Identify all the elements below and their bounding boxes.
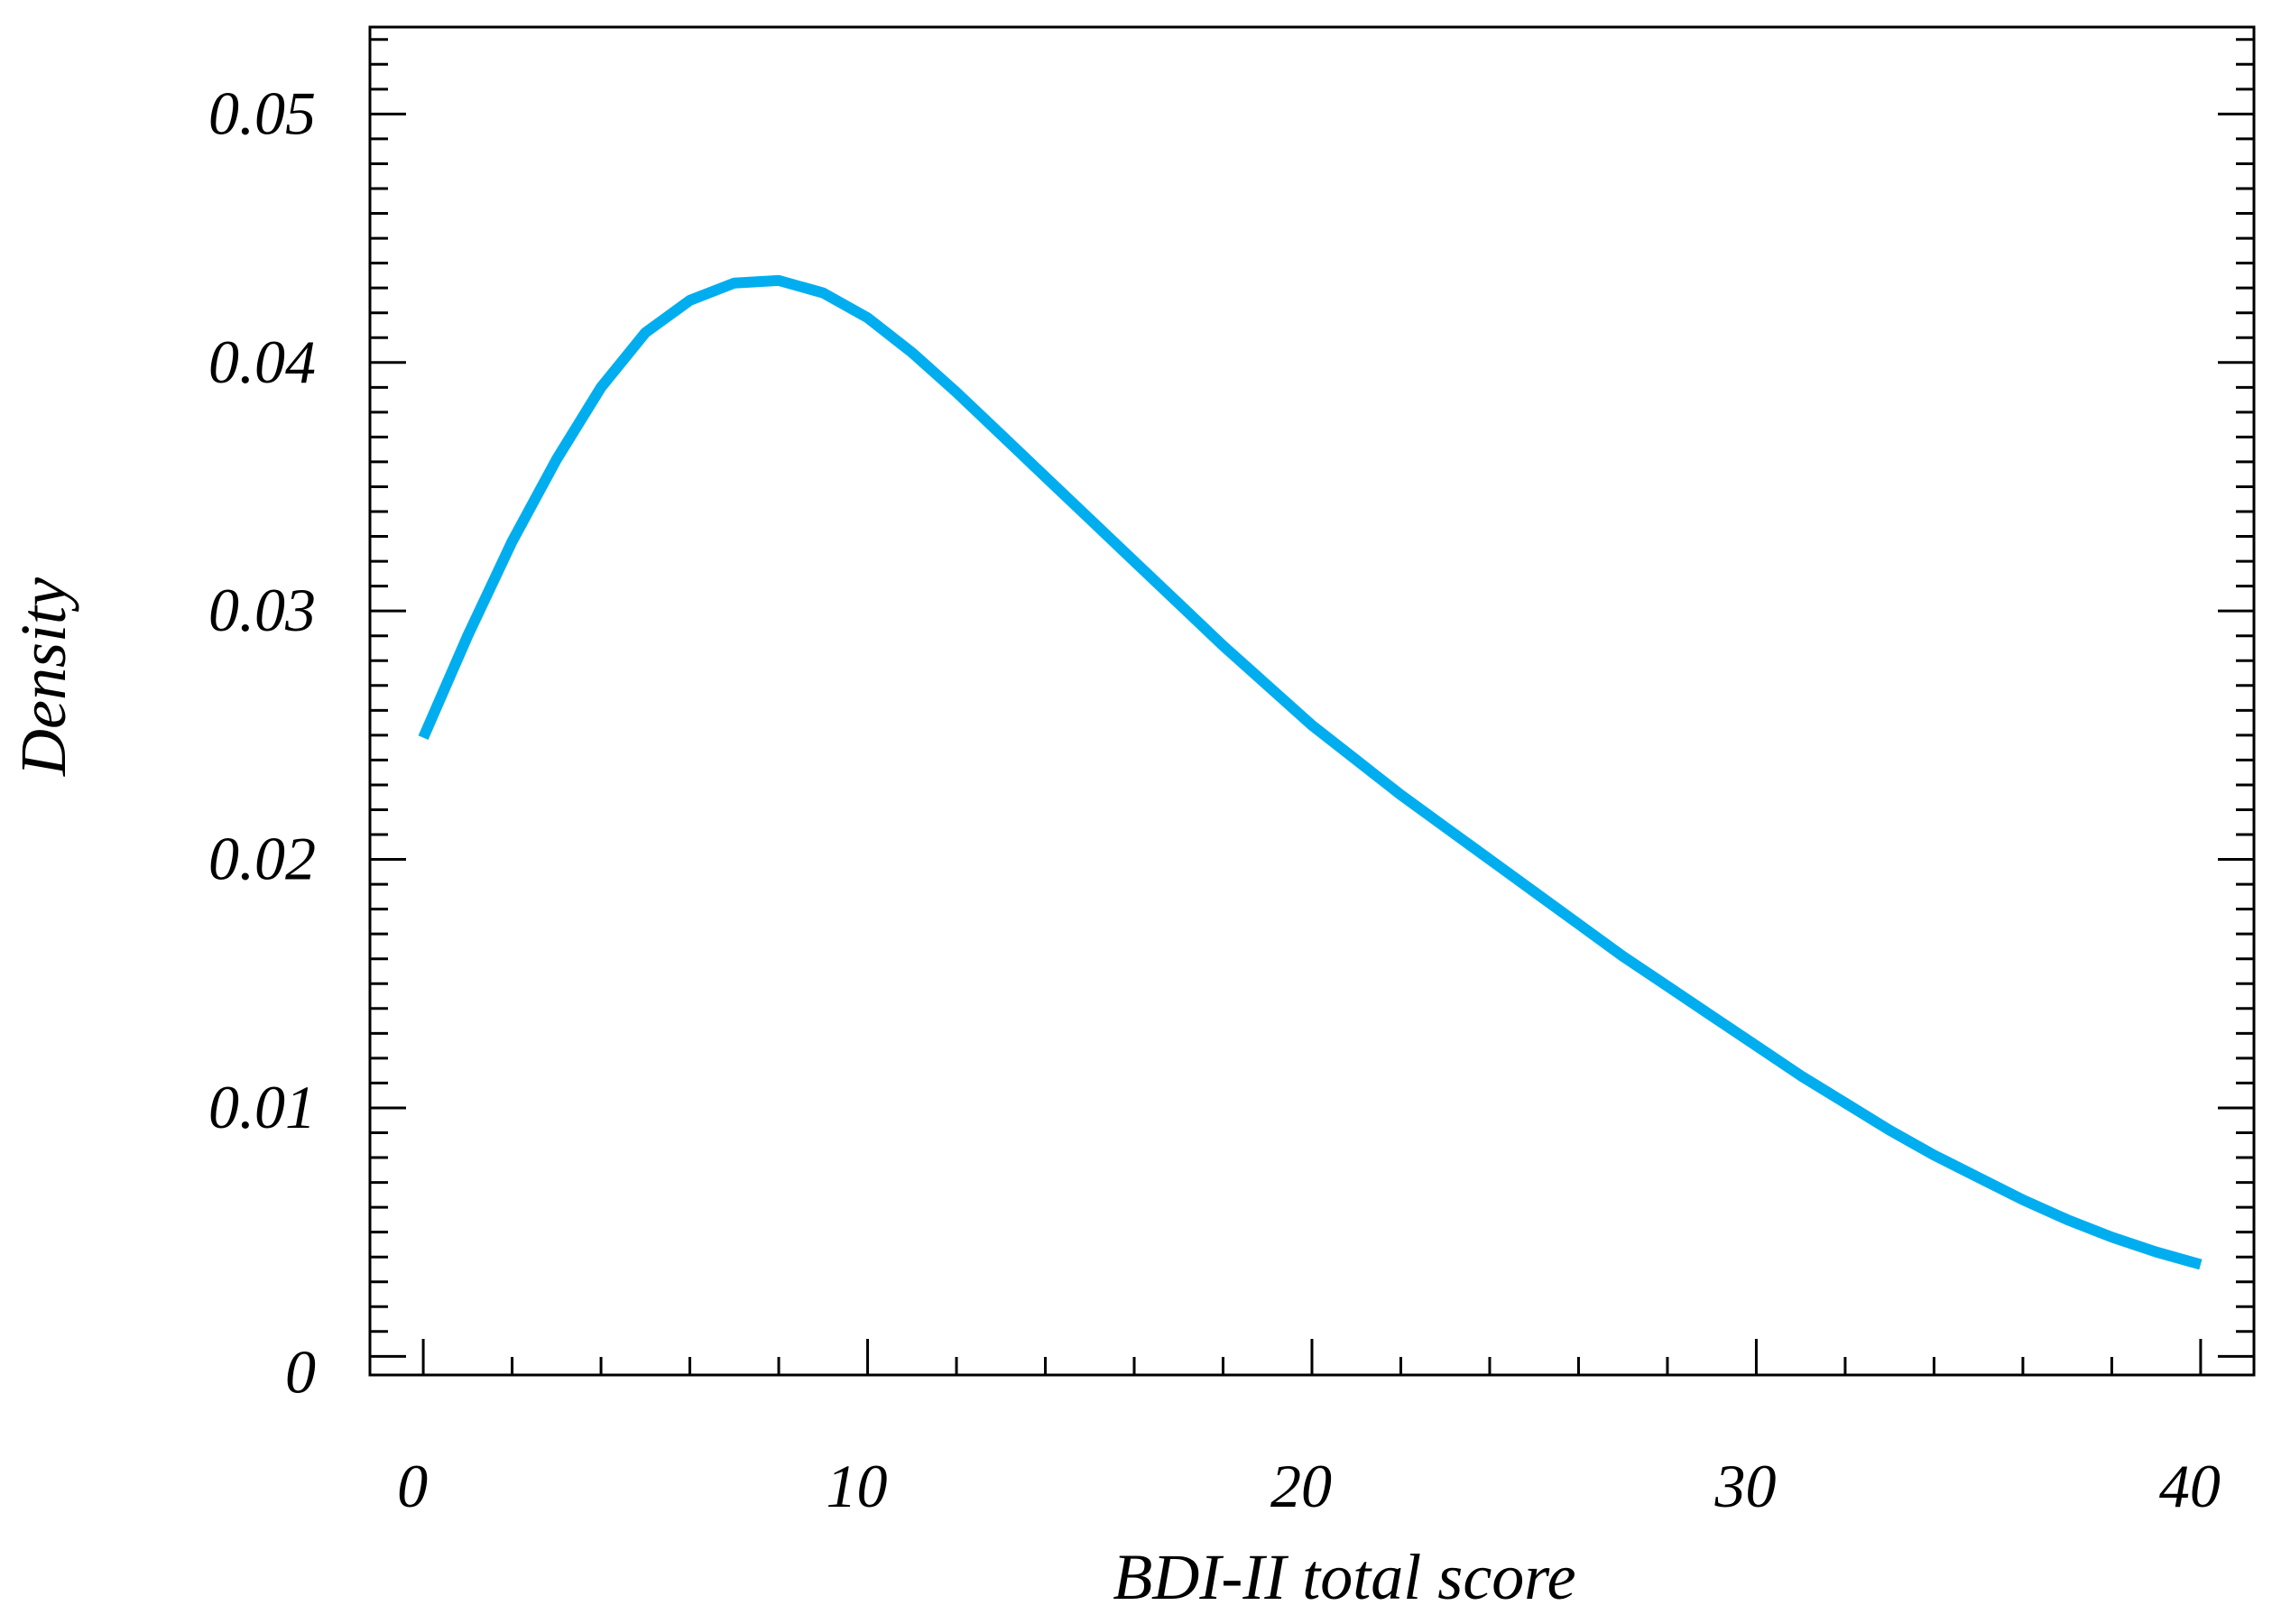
y-axis-label: Density xyxy=(7,577,79,777)
x-axis-label: BDI-II total score xyxy=(1113,1541,1575,1613)
minor-ticks xyxy=(370,38,2254,1375)
y-tick-labels: 0 0.01 0.02 0.03 0.04 0.05 xyxy=(208,78,316,1406)
x-tick-label: 30 xyxy=(1713,1452,1776,1520)
x-tick-label: 40 xyxy=(2159,1452,2221,1520)
density-curve-line xyxy=(418,274,2203,1270)
y-tick-label: 0.03 xyxy=(208,576,316,644)
y-tick-label: 0.02 xyxy=(208,825,316,893)
x-tick-labels: 0 10 20 30 40 xyxy=(397,1452,2221,1520)
x-tick-label: 10 xyxy=(827,1452,888,1520)
y-tick-label: 0.05 xyxy=(208,78,316,147)
y-tick-label: 0.01 xyxy=(208,1073,316,1141)
x-tick-label: 20 xyxy=(1270,1452,1332,1520)
series-lines xyxy=(418,274,2203,1270)
x-tick-label: 0 xyxy=(397,1452,428,1520)
y-tick-label: 0 xyxy=(285,1337,316,1406)
y-tick-label: 0.04 xyxy=(208,328,316,396)
major-ticks xyxy=(370,112,2254,1375)
